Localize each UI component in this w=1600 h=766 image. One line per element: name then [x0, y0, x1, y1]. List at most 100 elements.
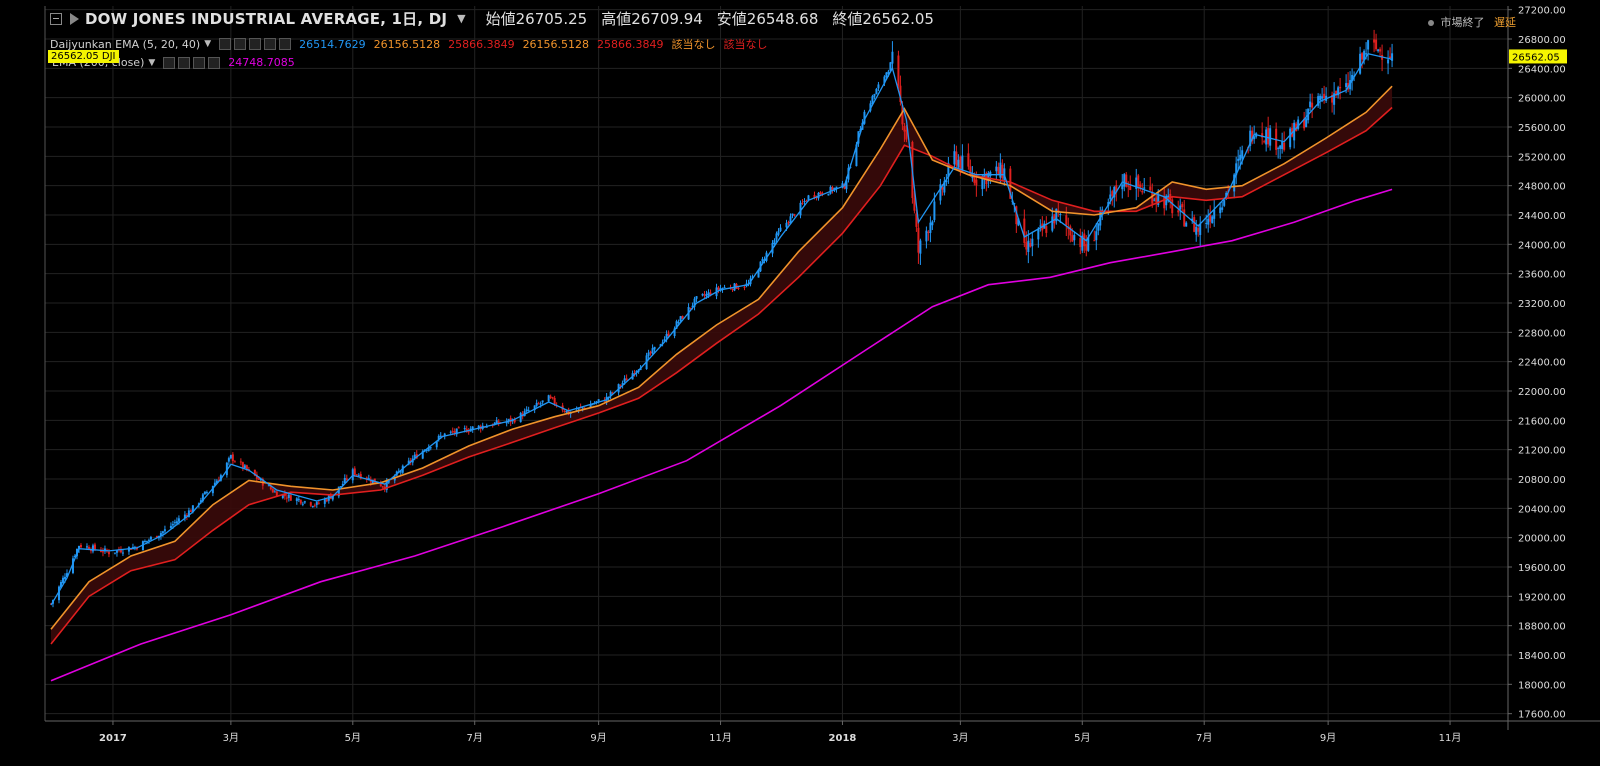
candle-body: [1195, 226, 1198, 235]
candle-body: [667, 333, 670, 337]
candle-body: [1053, 214, 1056, 224]
candle-body: [933, 201, 936, 220]
price-badge-symbol: DJI: [101, 51, 116, 62]
price-badge-right: [1509, 49, 1567, 64]
symbol-title[interactable]: DOW JONES INDUSTRIAL AVERAGE, 1日, DJ: [85, 10, 448, 28]
candle-body: [1211, 216, 1214, 224]
candle-body: [1109, 194, 1112, 200]
candle-body: [665, 333, 668, 339]
candle-body: [371, 479, 374, 484]
candle-body: [889, 62, 892, 71]
candle-body: [1015, 206, 1018, 225]
candle-body: [1263, 141, 1266, 143]
candle-body: [77, 545, 80, 550]
candle-body: [577, 407, 580, 410]
candle-body: [385, 481, 388, 490]
close-value: 26562.05: [862, 9, 934, 28]
candle-body: [1115, 185, 1118, 193]
candle-body: [1017, 218, 1020, 226]
candle-body: [819, 191, 822, 195]
candle-body: [651, 348, 654, 354]
y-tick-label: 22400.00: [1518, 358, 1566, 369]
candle-body: [801, 202, 804, 204]
candle-body: [789, 216, 792, 224]
candle-body: [1101, 209, 1104, 215]
candle-body: [213, 482, 216, 486]
candle-body: [581, 407, 584, 409]
ema-multi-label[interactable]: Daijyunkan EMA (5, 20, 40): [50, 37, 201, 51]
candle-body: [341, 483, 344, 486]
candle-body: [1281, 140, 1284, 150]
gear-icon[interactable]: [178, 56, 191, 69]
candle-body: [695, 296, 698, 299]
chevron-down-icon[interactable]: ▼: [457, 12, 466, 25]
candle-body: [353, 468, 356, 475]
y-tick-label: 22800.00: [1518, 328, 1566, 339]
close-icon[interactable]: [279, 38, 292, 50]
candle-body: [647, 352, 650, 356]
candle-body: [295, 498, 298, 502]
candle-body: [1153, 199, 1156, 201]
flag-icon[interactable]: [70, 12, 79, 25]
candle-body: [773, 240, 776, 244]
low-label: 安値: [716, 10, 747, 28]
candle-body: [891, 51, 894, 64]
gear-icon[interactable]: [234, 38, 247, 50]
candle-body: [761, 258, 764, 262]
candle-body: [73, 555, 76, 558]
chevron-down-icon[interactable]: ▼: [148, 57, 156, 68]
candle-body: [693, 298, 696, 307]
candle-body: [779, 227, 782, 232]
candle-body: [505, 421, 508, 424]
candle-body: [355, 474, 358, 476]
source-icon[interactable]: [249, 38, 262, 50]
candle-body: [873, 94, 876, 97]
candle-body: [1085, 244, 1088, 251]
candle-body: [1207, 218, 1210, 225]
chevron-down-icon[interactable]: ▼: [204, 39, 212, 49]
candle-body: [107, 551, 110, 555]
candle-body: [91, 545, 94, 552]
candle-body: [1387, 59, 1390, 64]
candle-body: [467, 431, 470, 433]
plus-icon[interactable]: [264, 38, 277, 50]
candle-body: [1205, 222, 1208, 224]
candle-body: [211, 485, 214, 494]
candle-body: [289, 495, 292, 501]
candle-body: [989, 171, 992, 177]
candle-body: [835, 186, 838, 190]
candle-body: [1087, 236, 1090, 251]
delay-badge[interactable]: 遅延: [1494, 16, 1516, 29]
close-icon[interactable]: [208, 56, 221, 69]
candle-body: [301, 503, 304, 505]
y-tick-label: 23200.00: [1518, 299, 1566, 310]
candle-body: [425, 449, 428, 451]
y-tick-label: 22000.00: [1518, 387, 1566, 398]
plus-icon[interactable]: [193, 56, 206, 69]
collapse-icon[interactable]: [50, 12, 62, 25]
candle-body: [1013, 203, 1016, 205]
candle-body: [855, 144, 858, 167]
candle-body: [1143, 187, 1146, 189]
candle-body: [1279, 145, 1282, 149]
candle-body: [93, 544, 96, 550]
candle-body: [477, 425, 480, 428]
candle-body: [225, 462, 228, 476]
eye-icon[interactable]: [163, 56, 176, 69]
candle-body: [267, 485, 270, 487]
ema-value: 該当なし: [671, 38, 716, 51]
candle-body: [177, 518, 180, 522]
y-tick-label: 20000.00: [1518, 534, 1566, 545]
candle-body: [255, 474, 258, 479]
candle-body: [113, 552, 116, 554]
candle-body: [145, 540, 148, 542]
candle-body: [717, 287, 720, 290]
candle-body: [59, 582, 62, 588]
eye-icon[interactable]: [219, 38, 232, 50]
high-label: 高値: [601, 10, 632, 28]
candle-body: [175, 521, 178, 524]
candle-body: [723, 287, 726, 289]
candle-body: [71, 558, 74, 574]
